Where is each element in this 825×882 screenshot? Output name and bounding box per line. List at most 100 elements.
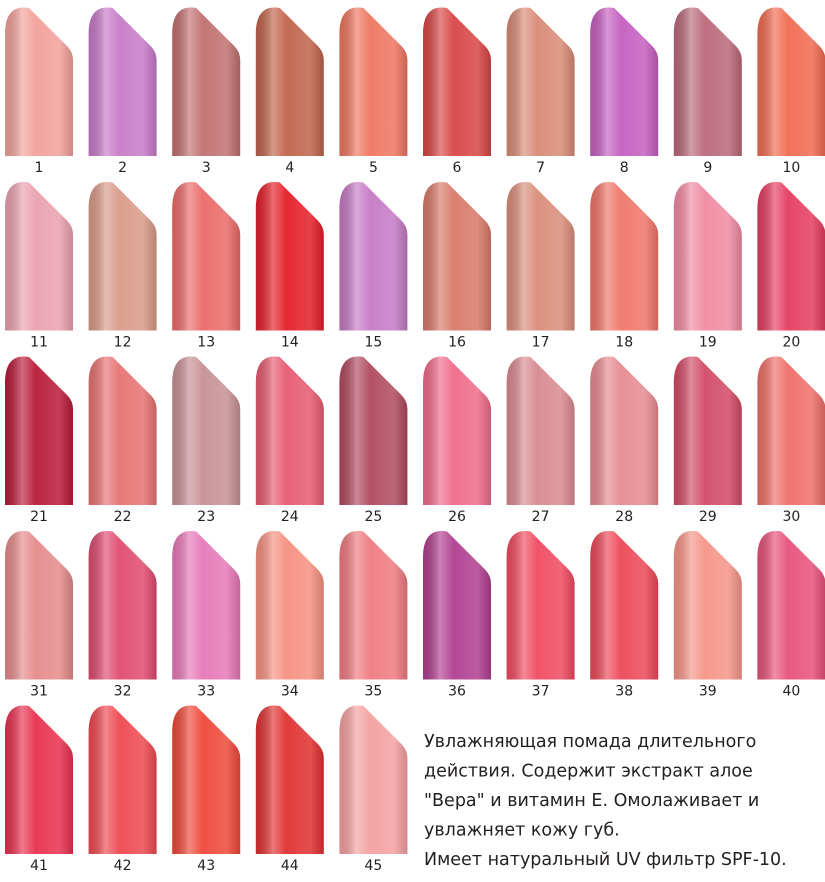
- swatch: 22: [89, 357, 157, 525]
- swatch: 44: [256, 706, 324, 874]
- swatch-number: 29: [699, 509, 717, 525]
- lipstick-shine: [590, 531, 658, 679]
- lipstick-shine: [590, 182, 658, 330]
- lipstick-shine: [256, 706, 324, 854]
- swatch-number: 9: [703, 160, 712, 176]
- lipstick-shine: [339, 357, 407, 505]
- lipstick-shine: [339, 706, 407, 854]
- swatch: 42: [89, 706, 157, 874]
- lipstick-shine: [172, 357, 240, 505]
- lipstick-shine: [89, 531, 157, 679]
- swatch: 32: [89, 531, 157, 699]
- lipstick-shine: [339, 182, 407, 330]
- swatch-number: 13: [197, 335, 215, 351]
- swatch: 11: [5, 182, 73, 350]
- swatch-number: 2: [118, 160, 127, 176]
- lipstick-shine: [507, 182, 575, 330]
- swatch: 38: [590, 531, 658, 699]
- swatch-number: 45: [364, 858, 382, 874]
- swatch: 43: [172, 706, 240, 874]
- lipstick-shine: [89, 8, 157, 156]
- description-line: Имеет натуральный UV фильтр SPF-10.: [424, 850, 787, 870]
- lipstick-shine: [757, 182, 825, 330]
- lipstick-shine: [5, 8, 73, 156]
- lipstick-shine: [423, 357, 491, 505]
- lipstick-shine: [507, 8, 575, 156]
- swatch-number: 36: [448, 684, 466, 700]
- lipstick-shine: [172, 182, 240, 330]
- swatch: 3: [172, 8, 240, 176]
- swatch-number: 37: [532, 684, 550, 700]
- lipstick-shine: [590, 8, 658, 156]
- lipstick-shine: [256, 531, 324, 679]
- swatch: 24: [256, 357, 324, 525]
- swatch-number: 41: [30, 858, 48, 874]
- swatch: 15: [339, 182, 407, 350]
- swatch: 37: [507, 531, 575, 699]
- swatch: 6: [423, 8, 491, 176]
- swatch-number: 28: [615, 509, 633, 525]
- lipstick-shine: [339, 8, 407, 156]
- lipstick-shine: [5, 531, 73, 679]
- swatch-number: 23: [197, 509, 215, 525]
- swatch-number: 22: [114, 509, 132, 525]
- description-line: действия. Содержит экстракт алое: [424, 762, 753, 782]
- swatch: 27: [507, 357, 575, 525]
- lipstick-shine: [89, 706, 157, 854]
- swatch-number: 43: [197, 858, 215, 874]
- swatch: 7: [507, 8, 575, 176]
- swatch-number: 42: [114, 858, 132, 874]
- swatch: 2: [89, 8, 157, 176]
- lipstick-shine: [674, 182, 742, 330]
- swatch: 19: [674, 182, 742, 350]
- swatch-number: 12: [114, 335, 132, 351]
- swatch-number: 16: [448, 335, 466, 351]
- lipstick-shine: [423, 182, 491, 330]
- lipstick-shine: [5, 706, 73, 854]
- description: Увлажняющая помада длительногодействия. …: [424, 732, 787, 870]
- swatch-number: 21: [30, 509, 48, 525]
- swatch-number: 38: [615, 684, 633, 700]
- swatch-number: 32: [114, 684, 132, 700]
- swatch: 16: [423, 182, 491, 350]
- swatch-number: 1: [35, 160, 44, 176]
- lipstick-shine: [674, 357, 742, 505]
- lipstick-shine: [339, 531, 407, 679]
- swatch-number: 24: [281, 509, 299, 525]
- swatch: 4: [256, 8, 324, 176]
- swatch-number: 15: [364, 335, 382, 351]
- swatch: 36: [423, 531, 491, 699]
- lipstick-shine: [5, 182, 73, 330]
- swatch: 30: [757, 357, 825, 525]
- swatch-number: 14: [281, 335, 299, 351]
- swatch-number: 33: [197, 684, 215, 700]
- lipstick-shine: [590, 357, 658, 505]
- description-line: увлажняет кожу губ.: [424, 821, 620, 841]
- lipstick-shine: [172, 531, 240, 679]
- swatch: 29: [674, 357, 742, 525]
- swatch-number: 7: [536, 160, 545, 176]
- swatch-number: 11: [30, 335, 48, 351]
- swatch-number: 20: [782, 335, 800, 351]
- swatch-number: 44: [281, 858, 299, 874]
- lipstick-shine: [172, 706, 240, 854]
- lipstick-shine: [256, 182, 324, 330]
- swatch: 18: [590, 182, 658, 350]
- swatch-number: 27: [532, 509, 550, 525]
- swatch: 9: [674, 8, 742, 176]
- swatch: 10: [757, 8, 825, 176]
- swatch-number: 35: [364, 684, 382, 700]
- swatch: 20: [757, 182, 825, 350]
- swatch: 13: [172, 182, 240, 350]
- swatch-number: 4: [285, 160, 294, 176]
- swatch-number: 6: [453, 160, 462, 176]
- swatch-number: 3: [202, 160, 211, 176]
- swatch: 33: [172, 531, 240, 699]
- lipstick-shine: [507, 531, 575, 679]
- swatch-number: 25: [364, 509, 382, 525]
- swatch-number: 26: [448, 509, 466, 525]
- swatch: 35: [339, 531, 407, 699]
- swatch: 40: [757, 531, 825, 699]
- swatch: 12: [89, 182, 157, 350]
- swatch: 28: [590, 357, 658, 525]
